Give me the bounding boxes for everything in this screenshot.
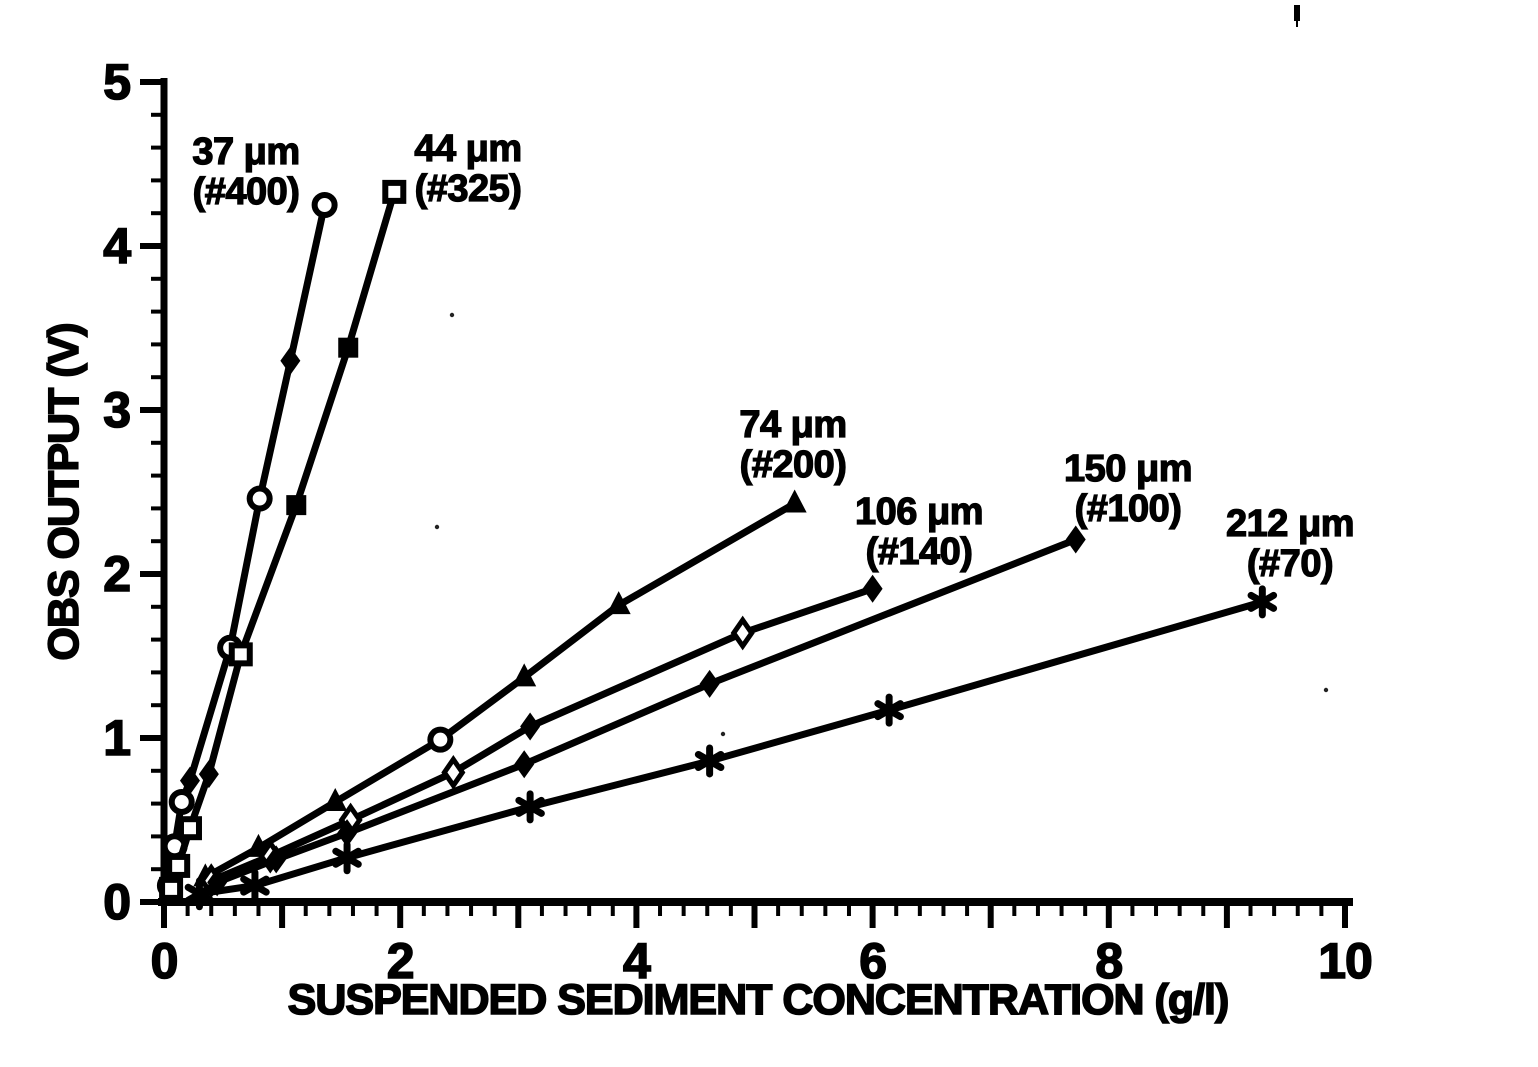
star-center	[249, 880, 260, 891]
marker-star	[240, 869, 270, 903]
marker-circle-open	[427, 726, 454, 753]
marker-square-open	[159, 876, 184, 901]
y-axis-tick-label: 1	[103, 710, 130, 766]
scan-artifact	[1294, 5, 1300, 21]
marker-square-open	[166, 853, 191, 878]
marker-triangle-filled	[512, 663, 537, 687]
x-axis-tick-label: 10	[1318, 933, 1372, 989]
scan-artifact	[720, 731, 726, 737]
y-axis-tick-label: 0	[103, 874, 130, 930]
marker-diamond-filled	[699, 669, 720, 698]
marker-diamond-filled	[179, 766, 200, 795]
marker-diamond-filled	[514, 750, 535, 779]
series-label: (#325)	[415, 168, 522, 210]
series-74-m-200	[193, 489, 807, 887]
marker-square-filled	[286, 495, 307, 516]
marker-star	[332, 841, 362, 875]
x-axis-tick-label: 6	[859, 933, 886, 989]
marker-triangle-filled	[782, 489, 807, 513]
marker-triangle-filled	[323, 787, 348, 811]
series-label: 212 μm	[1226, 503, 1354, 545]
series-label: (#100)	[1075, 488, 1182, 530]
marker-diamond-filled	[198, 760, 219, 789]
star-center	[704, 755, 715, 766]
y-axis-tick-label: 4	[103, 218, 131, 274]
star-center	[1257, 596, 1268, 607]
marker-circle-open	[311, 192, 338, 218]
x-axis-tick-label: 8	[1095, 933, 1122, 989]
marker-diamond-filled	[337, 819, 358, 848]
star-center	[342, 852, 353, 863]
axes: 0 2 4 6 8 10 0 1 2 3 4 5	[102, 53, 1373, 990]
marker-diamond-open	[730, 615, 755, 651]
marker-triangle-filled	[606, 591, 631, 615]
y-axis-tick-label: 5	[103, 54, 130, 110]
series-label: 37 μm	[192, 131, 299, 173]
marker-diamond-filled	[266, 845, 287, 874]
scan-artifact	[1323, 687, 1329, 693]
star-center	[525, 801, 536, 812]
series-37-m-400	[156, 192, 338, 899]
scan-artifact	[449, 312, 455, 318]
marker-diamond-filled	[862, 574, 883, 603]
marker-circle-open	[168, 788, 195, 815]
marker-star	[694, 744, 725, 778]
series-annotations: 37 μm(#400)44 μm(#325)74 μm(#200)106 μm(…	[192, 127, 1355, 585]
series-label: 74 μm	[739, 404, 846, 446]
scan-artifacts	[434, 5, 1329, 737]
marker-square-open	[228, 642, 253, 667]
series-label: (#200)	[740, 444, 847, 486]
y-axis-title: OBS OUTPUT (V)	[40, 323, 88, 660]
marker-square-open	[382, 179, 407, 204]
marker-diamond-filled	[1065, 525, 1086, 554]
series-label: 44 μm	[414, 128, 521, 170]
y-axis-tick-label: 2	[103, 546, 130, 602]
star-center	[194, 888, 205, 899]
star-center	[884, 705, 895, 716]
marker-star	[515, 790, 545, 824]
series-label: (#140)	[866, 531, 973, 573]
marker-diamond-open	[441, 755, 466, 790]
series-44-m-325	[159, 179, 407, 901]
marker-star	[874, 693, 904, 727]
marker-diamond-filled	[520, 712, 541, 741]
x-axis-tick-label: 2	[387, 933, 414, 989]
marker-star	[184, 877, 215, 911]
marker-star	[1247, 585, 1278, 619]
series-label: 106 μm	[855, 491, 983, 533]
x-axis-tick-label: 0	[151, 933, 178, 989]
y-axis-tick-label: 3	[103, 382, 130, 438]
marker-square-open	[177, 816, 202, 841]
series-line	[215, 536, 1077, 886]
series-label: (#400)	[193, 171, 300, 213]
series-label: 150 μm	[1064, 448, 1192, 490]
scan-artifact	[434, 524, 440, 530]
marker-square-filled	[338, 337, 359, 358]
data-series-group	[156, 179, 1278, 911]
marker-circle-open	[246, 485, 273, 512]
x-axis-tick-label: 4	[623, 933, 651, 989]
marker-diamond-filled	[280, 346, 301, 375]
series-212-m-70	[184, 585, 1278, 911]
series-label: (#70)	[1247, 543, 1333, 585]
x-axis-title: SUSPENDED SEDIMENT CONCENTRATION (g/l)	[288, 976, 1229, 1024]
